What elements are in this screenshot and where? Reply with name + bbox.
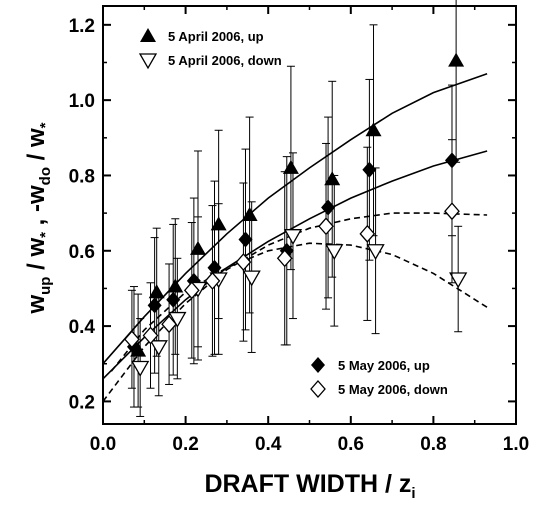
x-tick-label: 0.2	[172, 434, 198, 455]
y-tick-label: 1.2	[69, 16, 95, 37]
legend-label: 5 May 2006, down	[338, 382, 448, 397]
x-tick-label: 0.0	[90, 434, 116, 455]
legend-top-left: 5 April 2006, up 5 April 2006, down	[138, 28, 282, 70]
legend-marker	[140, 28, 156, 42]
data-point	[147, 297, 162, 314]
data-point	[142, 326, 159, 345]
x-tick-label: 0.6	[338, 434, 364, 455]
y-tick-label: 0.6	[69, 242, 95, 263]
y-tick-label: 1.0	[69, 91, 95, 112]
axis-ticks: 0.0 0.2 0.4 0.6 0.8 1.0 0.2 0.4 0.6 0.8 1.0 1.2	[69, 6, 529, 455]
data-point	[325, 244, 344, 261]
data-point	[444, 202, 460, 221]
data-point	[131, 360, 150, 377]
y-tick-label: 0.2	[69, 392, 95, 413]
data-point	[166, 291, 181, 308]
data-point	[167, 278, 184, 293]
data-point	[235, 253, 252, 272]
data-points	[124, 0, 468, 417]
y-tick-label: 0.4	[69, 317, 96, 338]
data-point	[183, 281, 200, 300]
data-point	[204, 271, 221, 290]
fit-curve	[102, 73, 488, 365]
x-axis-title: DRAFT WIDTH / zi	[204, 470, 415, 502]
data-point	[149, 340, 168, 357]
legend-bottom-right: 5 May 2006, up 5 May 2006, down	[310, 357, 448, 398]
data-point	[449, 272, 468, 289]
data-point	[242, 270, 261, 287]
legend-label: 5 April 2006, down	[168, 53, 282, 68]
legend-marker	[138, 53, 158, 70]
x-tick-label: 1.0	[503, 434, 529, 455]
data-point	[362, 161, 377, 178]
data-point	[148, 284, 165, 299]
data-point	[283, 229, 303, 246]
data-point	[124, 330, 140, 349]
x-tick-label: 0.8	[420, 434, 446, 455]
y-axis-title: wup / w* , -wdo / w*	[23, 122, 54, 314]
legend-label: 5 April 2006, up	[168, 29, 264, 44]
data-point	[207, 259, 222, 276]
legend-marker	[310, 380, 326, 398]
data-point	[448, 52, 465, 67]
legend-label: 5 May 2006, up	[338, 358, 430, 373]
data-point	[276, 249, 293, 268]
data-point	[321, 199, 336, 216]
data-point	[168, 311, 187, 328]
data-point	[318, 217, 334, 236]
legend-marker	[311, 357, 325, 373]
data-point	[161, 315, 177, 334]
x-tick-label: 0.4	[255, 434, 282, 455]
y-tick-label: 0.8	[69, 166, 95, 187]
data-point	[366, 244, 385, 261]
data-point	[359, 224, 376, 243]
data-point	[238, 231, 253, 248]
